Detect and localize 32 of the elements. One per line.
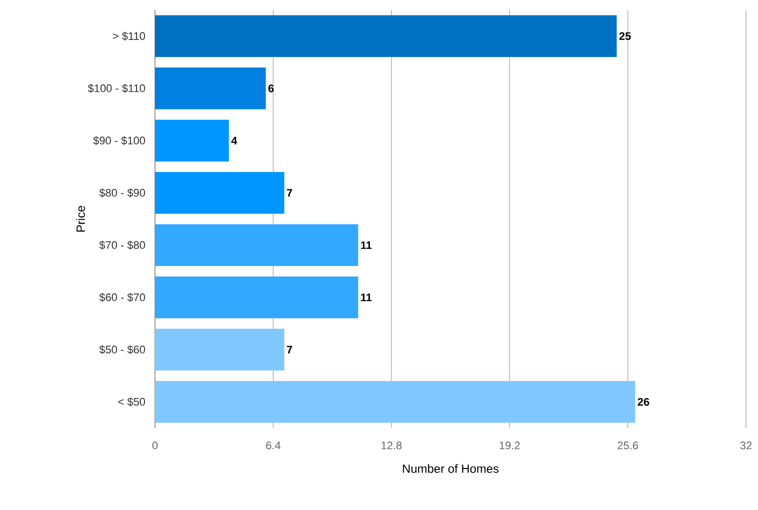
y-tick-label: > $110 xyxy=(113,32,146,41)
bar xyxy=(155,15,617,58)
y-tick-label: $50 - $60 xyxy=(99,345,146,354)
data-label: 25 xyxy=(619,32,631,40)
data-label: 4 xyxy=(231,136,238,144)
bar xyxy=(155,276,358,318)
data-label: 11 xyxy=(361,294,372,302)
bar xyxy=(155,172,284,214)
y-tick-label: $80 - $90 xyxy=(99,188,146,198)
x-tick-label: 32 xyxy=(740,442,752,450)
bar xyxy=(155,67,266,110)
y-tick-label: $100 - $110 xyxy=(88,84,146,93)
bar xyxy=(155,120,229,162)
y-axis-title: Price xyxy=(76,206,85,232)
data-label: 7 xyxy=(286,189,292,197)
data-label: 7 xyxy=(286,346,292,354)
x-tick-label: 19.2 xyxy=(500,442,520,450)
x-tick-label: 6.4 xyxy=(266,442,280,450)
bar xyxy=(155,224,358,266)
data-label: 26 xyxy=(638,398,650,406)
y-tick-label: $60 - $70 xyxy=(99,292,146,302)
y-tick-label: < $50 xyxy=(118,397,146,406)
x-tick-label: 0 xyxy=(152,442,158,450)
x-axis-title: Number of Homes xyxy=(402,464,499,473)
bar xyxy=(155,328,284,371)
y-tick-label: $90 - $100 xyxy=(93,136,146,146)
y-tick-label: $70 - $80 xyxy=(99,240,146,250)
x-tick-label: 12.8 xyxy=(382,442,402,450)
data-label: 11 xyxy=(361,241,372,249)
x-tick-label: 25.6 xyxy=(618,442,638,450)
bar xyxy=(155,380,636,423)
data-label: 6 xyxy=(268,84,274,92)
